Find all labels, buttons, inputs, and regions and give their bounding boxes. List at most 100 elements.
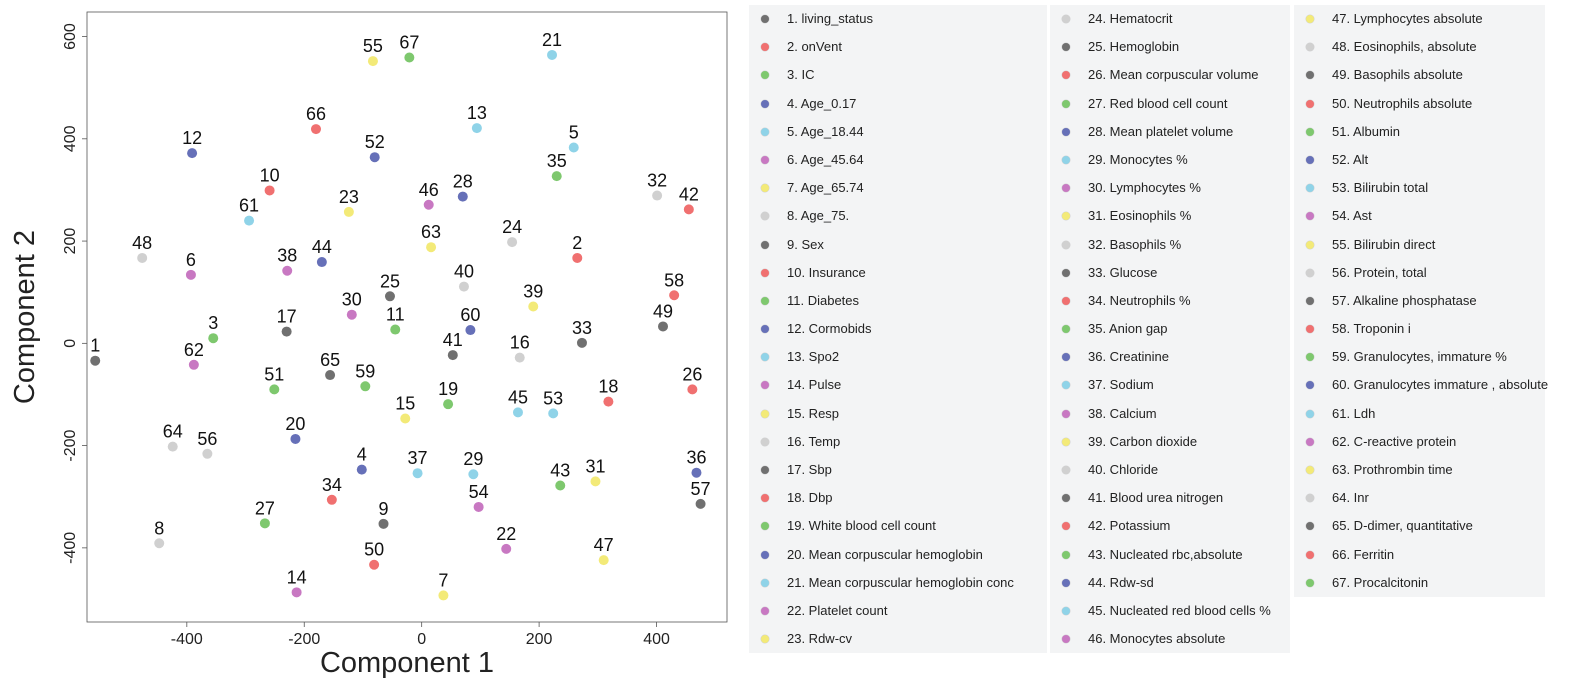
legend-label: 50. Neutrophils absolute <box>1332 95 1473 111</box>
legend-label: 21. Mean corpuscular hemoglobin conc <box>787 574 1014 590</box>
legend-swatch <box>761 353 769 362</box>
data-point <box>346 309 357 320</box>
legend-item: 17. Sbp <box>749 456 1047 484</box>
point-label: 21 <box>542 30 562 50</box>
point-label: 3 <box>208 313 218 333</box>
legend-label: 15. Resp <box>787 405 840 421</box>
legend-column: 24. Hematocrit 25. Hemoglobin 26. Mean cor… <box>1050 5 1290 654</box>
data-point <box>343 206 354 217</box>
legend-swatch <box>1306 240 1314 249</box>
legend-item: 36. Creatinine <box>1050 343 1290 371</box>
point-label: 39 <box>523 282 543 302</box>
legend-swatch <box>1062 212 1070 221</box>
point-label: 46 <box>419 180 439 200</box>
legend-label: 67. Procalcitonin <box>1332 574 1429 590</box>
legend-swatch <box>1062 155 1070 164</box>
data-point <box>551 171 562 182</box>
legend-item: 32. Basophils % <box>1050 231 1290 259</box>
data-point <box>187 148 198 159</box>
data-point <box>669 290 680 301</box>
legend-item: 7. Age_65.74 <box>749 174 1047 202</box>
legend-label: 14. Pulse <box>787 377 842 393</box>
legend-swatch <box>1062 71 1070 80</box>
legend-swatch <box>1062 522 1070 531</box>
legend-item: 58. Troponin i <box>1294 315 1545 343</box>
legend-label: 23. Rdw-cv <box>787 631 853 647</box>
legend-item: 33. Glucose <box>1050 259 1290 287</box>
legend-swatch <box>1306 43 1314 52</box>
data-point <box>473 501 484 512</box>
data-point <box>576 337 587 348</box>
legend-label: 49. Basophils absolute <box>1332 67 1463 83</box>
legend-swatch <box>1306 550 1314 559</box>
point-label: 1 <box>90 336 100 356</box>
legend-swatch <box>1062 127 1070 136</box>
legend-column: 47. Lymphocytes absolute 48. Eosinophils,… <box>1294 5 1548 597</box>
point-label: 40 <box>454 262 474 282</box>
point-label: 50 <box>364 540 384 560</box>
point-label: 59 <box>355 361 375 381</box>
data-point <box>326 494 337 505</box>
legend-swatch <box>761 43 769 52</box>
legend-item: 52. Alt <box>1294 146 1545 174</box>
legend-item: 63. Prothrombin time <box>1294 456 1545 484</box>
point-label: 20 <box>285 414 305 434</box>
legend-label: 10. Insurance <box>787 264 866 280</box>
legend-label: 56. Protein, total <box>1332 264 1427 280</box>
data-point <box>447 350 458 361</box>
legend-item: 40. Chloride <box>1050 456 1290 484</box>
legend-swatch <box>761 437 769 446</box>
legend-item: 34. Neutrophils % <box>1050 287 1290 315</box>
data-point <box>528 301 539 312</box>
data-point <box>378 518 389 529</box>
data-point <box>458 281 469 292</box>
legend-swatch <box>1306 494 1314 503</box>
point-label: 16 <box>510 333 530 353</box>
data-point <box>400 413 411 424</box>
point-label: 8 <box>154 518 164 538</box>
legend-label: 53. Bilirubin total <box>1332 180 1429 196</box>
data-point <box>154 538 165 549</box>
legend-label: 33. Glucose <box>1088 264 1158 280</box>
plot-frame <box>86 11 728 623</box>
y-tick-label: -200 <box>62 429 79 461</box>
legend-swatch <box>1062 99 1070 108</box>
legend-swatch <box>1306 578 1314 587</box>
legend-label: 17. Sbp <box>787 462 832 477</box>
legend-item: 39. Carbon dioxide <box>1050 428 1290 456</box>
legend-label: 13. Spo2 <box>787 349 840 365</box>
legend-item: 41. Blood urea nitrogen <box>1050 484 1290 512</box>
data-point <box>185 269 196 280</box>
legend-label: 35. Anion gap <box>1088 321 1168 337</box>
data-point <box>695 498 706 509</box>
legend-label: 55. Bilirubin direct <box>1332 236 1436 252</box>
data-point <box>384 291 395 302</box>
legend-swatch <box>1306 437 1314 446</box>
plot-area: -400 -200 0 200 400 -400 -200 0 200 400 600 Compone… <box>9 11 728 679</box>
legend-swatch <box>1062 409 1070 418</box>
legend-label: 18. Dbp <box>787 490 833 506</box>
data-point <box>369 559 380 570</box>
legend-item: 47. Lymphocytes absolute <box>1294 5 1545 33</box>
legend-swatch <box>761 606 769 615</box>
data-point <box>390 324 401 335</box>
legend-item: 37. Sodium <box>1050 371 1290 399</box>
legend-item: 8. Age_75. <box>749 202 1047 230</box>
data-point <box>590 476 601 487</box>
data-point <box>281 326 292 337</box>
point-label: 36 <box>686 448 706 468</box>
legend-label: 54. Ast <box>1332 208 1372 224</box>
legend-label: 40. Chloride <box>1088 462 1159 477</box>
point-label: 60 <box>460 305 480 325</box>
legend-label: 20. Mean corpuscular hemoglobin <box>787 546 983 562</box>
legend-item: 54. Ast <box>1294 202 1545 230</box>
data-point <box>501 543 512 554</box>
legend-label: 8. Age_75. <box>787 208 850 224</box>
legend-swatch <box>1062 606 1070 615</box>
point-label: 57 <box>691 479 711 499</box>
legend-item: 61. Ldh <box>1294 400 1545 428</box>
legend-item: 2. onVent <box>749 33 1047 61</box>
point-label: 55 <box>363 36 383 56</box>
legend-label: 7. Age_65.74 <box>787 180 864 196</box>
